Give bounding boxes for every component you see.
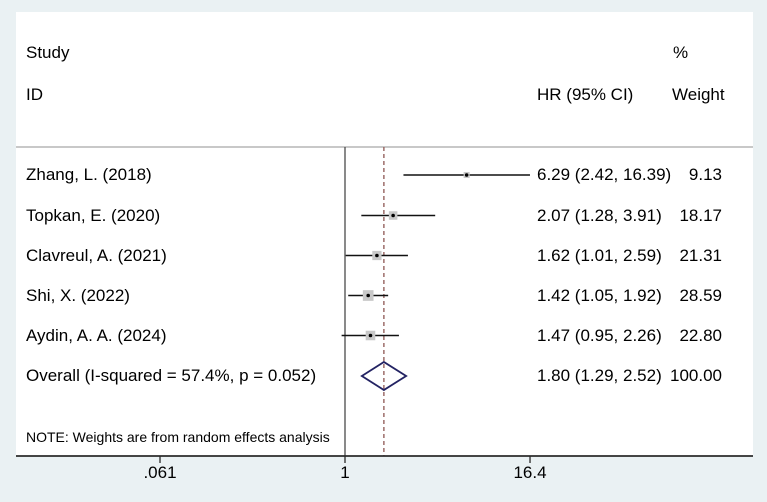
study-label: Zhang, L. (2018) xyxy=(26,165,152,184)
point-estimate-dot xyxy=(375,253,379,258)
x-axis-tick-label: 1 xyxy=(340,463,350,482)
header-study-label: Study xyxy=(26,43,70,62)
x-axis-tick-label: 16.4 xyxy=(513,463,547,482)
overall-diamond xyxy=(360,360,408,392)
overall-weight-value: 100.00 xyxy=(670,366,722,385)
study-label: Shi, X. (2022) xyxy=(26,285,130,305)
header-weight-label: Weight xyxy=(672,85,725,104)
hr-ci-value: 1.42 (1.05, 1.92) xyxy=(537,285,662,305)
point-estimate-dot xyxy=(366,293,370,298)
header-hr-ci-label: HR (95% CI) xyxy=(537,85,634,104)
weight-value: 28.59 xyxy=(679,285,722,305)
weights-note: NOTE: Weights are from random effects an… xyxy=(26,429,330,445)
header-percent-label: % xyxy=(673,43,689,62)
point-estimate-dot xyxy=(464,173,469,177)
overall-hr-ci-value: 1.80 (1.29, 2.52) xyxy=(537,366,662,385)
weight-value: 21.31 xyxy=(679,245,722,265)
point-estimate-dot xyxy=(391,213,395,218)
x-axis-tick-label: .061 xyxy=(143,463,177,482)
hr-ci-value: 2.07 (1.28, 3.91) xyxy=(537,205,662,225)
study-label: Aydin, A. A. (2024) xyxy=(26,325,167,345)
overall-label: Overall (I-squared = 57.4%, p = 0.052) xyxy=(26,366,317,385)
header-id-label: ID xyxy=(26,85,43,104)
weight-value: 9.13 xyxy=(688,165,722,184)
hr-ci-value: 1.62 (1.01, 2.59) xyxy=(537,245,662,265)
weight-value: 18.17 xyxy=(679,205,722,225)
hr-ci-value: 1.47 (0.95, 2.26) xyxy=(537,325,662,345)
study-label: Clavreul, A. (2021) xyxy=(26,245,167,265)
weight-value: 22.80 xyxy=(679,325,722,345)
study-label: Topkan, E. (2020) xyxy=(26,205,161,225)
hr-ci-value: 6.29 (2.42, 16.39) xyxy=(537,165,672,184)
point-estimate-dot xyxy=(368,333,373,338)
